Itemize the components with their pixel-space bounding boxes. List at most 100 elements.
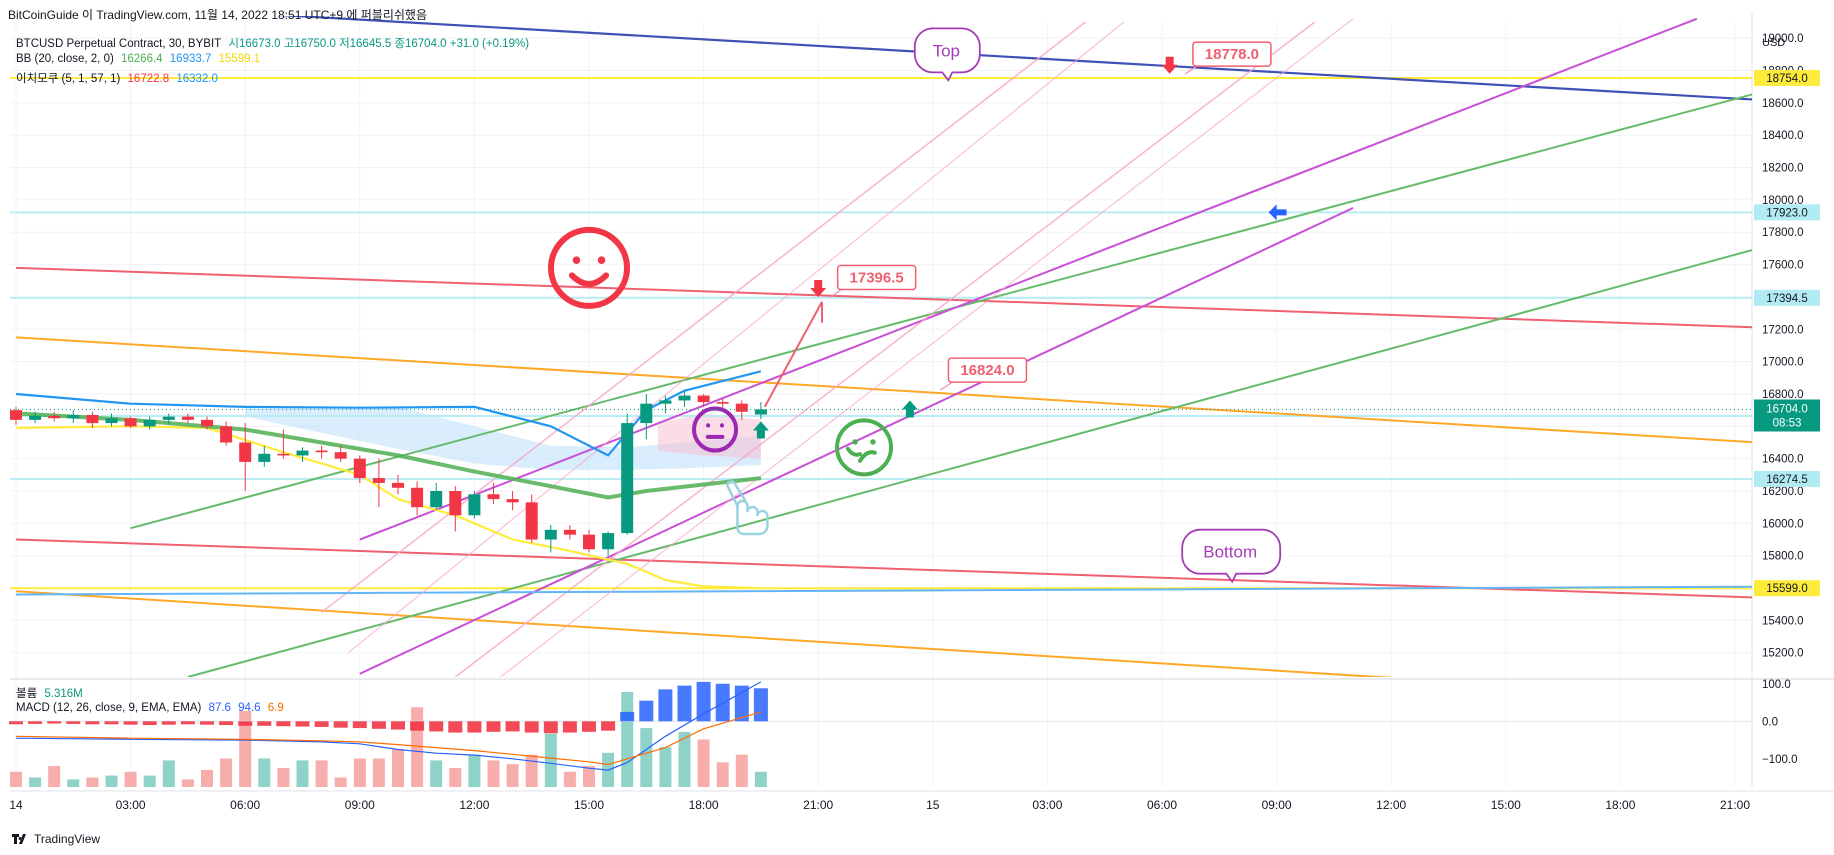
price-label-box (1192, 41, 1272, 67)
smiley-dizzy-icon-cheek (845, 446, 862, 457)
candle-body (716, 402, 729, 404)
price-axis-tick: 18200.0 (1762, 163, 1804, 175)
trend-line-red (15, 266, 1752, 329)
volume-bar (392, 749, 404, 787)
smiley-neutral-icon (692, 406, 739, 453)
price-axis-tick: 16200.0 (1762, 486, 1804, 498)
price-axis-tag-text: 17394.5 (1766, 293, 1808, 305)
volume-bar (449, 768, 462, 787)
macd-line (15, 681, 762, 771)
volume-bar (659, 747, 672, 787)
smiley-dizzy-icon-mouth (857, 450, 877, 463)
candle-body (487, 494, 500, 500)
candle-body (48, 415, 61, 419)
price-axis-tag (1754, 470, 1820, 487)
macd-histogram-bar (352, 721, 367, 729)
macd-histogram-bar (371, 721, 386, 729)
price-axis-tag-text: 15599.0 (1766, 583, 1808, 595)
tradingview-logo-icon (12, 834, 26, 844)
time-axis-tick: 15 (926, 798, 940, 812)
macd-histogram-bar (123, 721, 138, 725)
price-axis-tag (1754, 204, 1820, 221)
candle-body (162, 416, 175, 420)
projection-arrow-line (763, 301, 823, 408)
volume-bar (411, 707, 424, 787)
volume-bar (716, 762, 729, 787)
smiley-happy-icon-eye (597, 256, 606, 265)
candle-body (105, 418, 118, 424)
time-axis-tick: 21:00 (1720, 798, 1750, 812)
candle-body (411, 487, 424, 508)
candle-body (621, 423, 634, 534)
volume-bar (296, 760, 309, 787)
volume-label[interactable]: 볼륨 (16, 688, 38, 700)
macd-histogram-bar (524, 721, 539, 733)
price-axis-tick: 18000.0 (1762, 195, 1804, 207)
volume-bar (201, 769, 213, 787)
price-axis-tick: 19000.0 (1762, 33, 1804, 45)
candle-body (468, 494, 481, 516)
price-label-pointer (829, 289, 842, 299)
trend-line-orange (15, 336, 1752, 444)
price-axis-tick: 18600.0 (1762, 98, 1804, 110)
macd-histogram-bar (448, 721, 463, 733)
up-arrow-icon (752, 421, 769, 439)
macd-histogram-bar (219, 721, 234, 726)
price-axis-tick: 16800.0 (1762, 389, 1804, 401)
callout-bubble (913, 27, 981, 83)
trend-line-green (187, 249, 1752, 677)
time-axis: 14 03:00 06:00 09:00 12:00 15:00 18:00 21:00 15 0… (9, 798, 1750, 812)
macd-signal-line (15, 711, 762, 766)
volume-bar (506, 764, 519, 787)
tradingview-footer[interactable]: TradingView (12, 832, 100, 846)
macd-histogram-bar (161, 721, 176, 725)
macd-histogram-bar (639, 700, 654, 722)
candle-body (143, 419, 156, 427)
bb-label[interactable]: BB (20, close, 2, 0) (16, 53, 114, 65)
volume-bar (754, 771, 767, 787)
trend-line-blue (15, 585, 1752, 596)
candle-body (525, 502, 538, 540)
macd-histogram-bar (238, 721, 253, 726)
smiley-neutral-icon-eye (719, 423, 725, 428)
volume-bar (105, 775, 118, 787)
candle-body (86, 415, 99, 424)
candle-body (544, 529, 557, 540)
candle-body (258, 453, 271, 462)
macd-histogram-bar (658, 689, 673, 722)
time-axis-tick: 06:00 (230, 798, 260, 812)
time-axis-tick: 14 (9, 798, 23, 812)
candle-body (315, 450, 328, 453)
candle-body (10, 410, 22, 420)
price-axis-tick: 17600.0 (1762, 260, 1804, 272)
candle-body (430, 491, 443, 508)
down-arrow-icon (810, 279, 827, 297)
volume-bar (143, 775, 156, 787)
ichimoku-legend: 이치모쿠 (5, 1, 57, 1) 16722.8 16332.0 (16, 70, 222, 86)
volume-bar (258, 758, 271, 787)
candle-body (296, 450, 309, 456)
macd-histogram-bar (467, 721, 482, 733)
macd-histogram-bar (562, 721, 577, 733)
symbol-legend: BTCUSD Perpetual Contract, 30, BYBIT 시16… (16, 35, 533, 51)
volume-bar (10, 771, 22, 787)
volume-bar (29, 777, 42, 787)
ichimoku-label[interactable]: 이치모쿠 (5, 1, 57, 1) (16, 73, 121, 85)
macd-histogram-bar (9, 721, 23, 725)
candle-body (506, 499, 519, 503)
price-axis-tick: 16000.0 (1762, 518, 1804, 530)
trend-line-red (15, 538, 1752, 599)
price-axis-tick: 15400.0 (1762, 615, 1804, 627)
smiley-dizzy-icon-eye (870, 439, 876, 445)
macd-legend: MACD (12, 26, close, 9, EMA, EMA) 87.6 9… (16, 702, 288, 714)
volume-bar (220, 758, 233, 787)
macd-histogram-bar (47, 721, 62, 724)
price-axis-tag (1754, 69, 1820, 86)
candle-body (334, 452, 347, 459)
volume-bar (735, 754, 748, 787)
volume-legend: 볼륨 5.316M (16, 685, 87, 701)
macd-label[interactable]: MACD (12, 26, close, 9, EMA, EMA) (16, 702, 202, 714)
symbol-title[interactable]: BTCUSD Perpetual Contract, 30, BYBIT (16, 38, 222, 50)
